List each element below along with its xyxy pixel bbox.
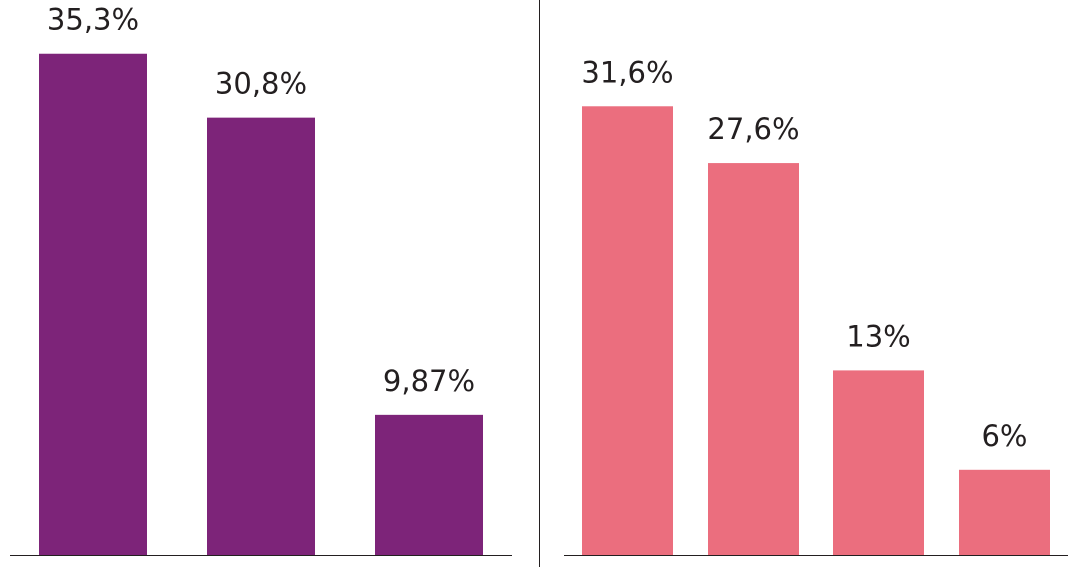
bar-3 — [833, 370, 924, 555]
chart-panel-right: 31,6% 27,6% 13% 6% — [564, 55, 1068, 556]
bar-value-label: 31,6% — [581, 55, 673, 89]
bar-2 — [708, 163, 799, 555]
bar-2 — [207, 117, 315, 555]
bar-1 — [582, 106, 673, 555]
bar-3 — [375, 414, 483, 555]
bar-value-label: 35,3% — [47, 3, 139, 37]
bar-value-label: 27,6% — [707, 112, 799, 146]
bar-value-label: 30,8% — [215, 67, 307, 101]
bar-value-label: 6% — [981, 419, 1027, 453]
bar-value-label: 9,87% — [383, 364, 475, 398]
bar-1 — [39, 53, 147, 556]
bar-value-label: 13% — [846, 319, 910, 353]
bar-4 — [959, 469, 1050, 555]
chart-panel-left: 35,3% 30,8% 9,87% — [10, 3, 512, 556]
